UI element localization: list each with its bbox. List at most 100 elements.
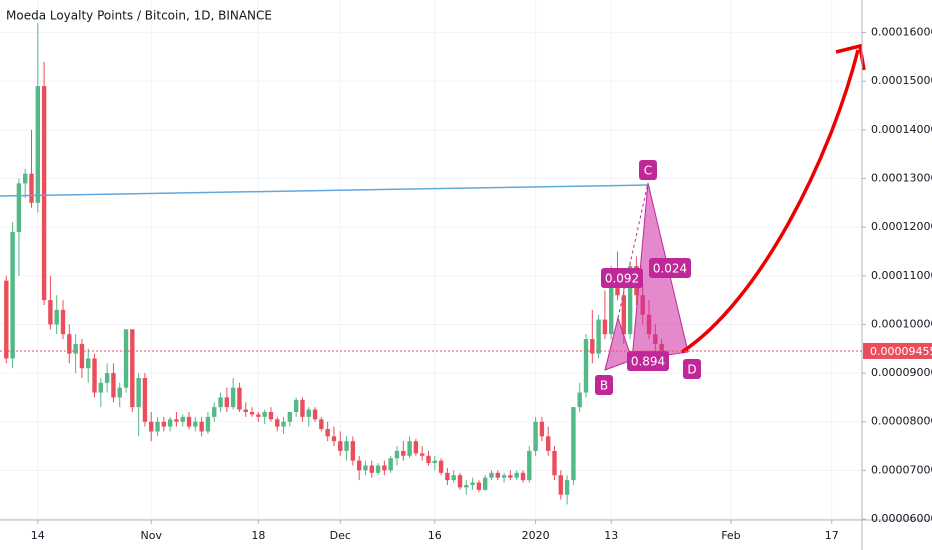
pattern-label-box — [627, 351, 669, 371]
candle-body — [48, 300, 53, 325]
pattern-labels: B C D 0.092 0.024 0.894 — [595, 160, 701, 395]
candle-body — [564, 480, 570, 495]
candle-body — [413, 441, 419, 454]
y-tick-label: 0.00012000 — [871, 220, 932, 233]
y-tick-label: 0.00016000 — [871, 26, 932, 39]
candle-body — [501, 475, 507, 478]
candle-body — [111, 373, 116, 398]
pattern-label-box — [649, 258, 691, 278]
candle-body — [23, 173, 28, 184]
candle-body — [356, 460, 362, 471]
candle-body — [375, 465, 381, 473]
candle-body — [627, 266, 633, 335]
candle-body — [621, 295, 627, 335]
candle-body — [508, 475, 513, 478]
candle-body — [262, 412, 267, 417]
candle-body — [338, 441, 343, 451]
candle-body — [218, 397, 223, 408]
candle-body — [583, 339, 589, 393]
candle-body — [457, 475, 463, 488]
candle-body — [98, 382, 104, 393]
candle-body — [243, 409, 248, 413]
candle-body — [451, 475, 456, 481]
candle-body — [174, 419, 179, 422]
candle-body — [67, 334, 72, 354]
candle-body — [136, 377, 141, 408]
candle-body — [514, 472, 519, 478]
candle-body — [350, 441, 356, 461]
candle-body — [445, 472, 450, 481]
candle-body — [527, 450, 532, 481]
candle-body — [130, 329, 135, 408]
forecast-arrow — [681, 49, 860, 354]
candle-body — [142, 377, 148, 422]
candle-body — [489, 472, 494, 478]
candles — [4, 22, 664, 505]
pattern-line — [604, 359, 633, 371]
candle-body — [325, 429, 330, 437]
candle-body — [287, 412, 293, 422]
candle-body — [29, 173, 34, 203]
candle-body — [161, 421, 167, 427]
x-tick-label: Feb — [721, 529, 740, 542]
y-tick-label: 0.00009000 — [871, 366, 932, 379]
pattern-line — [617, 182, 649, 319]
candle-body — [596, 319, 601, 354]
candle-body — [60, 309, 66, 335]
candle-body — [149, 421, 154, 432]
y-tick-label: 0.00015000 — [871, 74, 932, 87]
forecast-arrowhead — [835, 43, 866, 71]
candle-body — [432, 460, 437, 464]
candle-body — [495, 472, 500, 478]
chart-title: Moeda Loyalty Points / Bitcoin, 1D, BINA… — [6, 9, 272, 23]
candle-body — [16, 183, 22, 233]
y-tick-label: 0.00014000 — [871, 123, 932, 136]
x-tick-label: 2020 — [522, 529, 550, 542]
candle-body — [205, 416, 211, 432]
candle-body — [552, 450, 557, 476]
candle-body — [520, 472, 526, 481]
candle-body — [438, 460, 444, 473]
candle-body — [401, 450, 406, 456]
y-tick-label: 0.00010000 — [871, 317, 932, 330]
pattern-label: 0.894 — [631, 355, 665, 369]
pattern-label: B — [600, 379, 608, 393]
candle-body — [306, 409, 311, 417]
candle-body — [281, 421, 286, 427]
candle-body — [54, 309, 59, 325]
candle-body — [426, 455, 431, 464]
candle-body — [558, 475, 564, 495]
candle-body — [186, 416, 192, 427]
candle-body — [275, 419, 280, 427]
pattern-label: C — [644, 164, 652, 178]
candle-body — [609, 275, 614, 335]
last-price-label: 0.00009455 — [870, 345, 932, 358]
candle-body — [577, 392, 582, 408]
y-tick-label: 0.00013000 — [871, 172, 932, 185]
x-tick-label: 13 — [604, 529, 618, 542]
candle-body — [394, 450, 400, 459]
y-tick-label: 0.00007000 — [871, 463, 932, 476]
x-tick-label: 18 — [251, 529, 265, 542]
y-tick-label: 0.00006000 — [871, 512, 932, 525]
candle-body — [167, 419, 173, 427]
pattern-label-box — [683, 359, 701, 379]
candle-body — [464, 484, 469, 488]
candle-body — [344, 441, 349, 451]
candle-body — [230, 387, 236, 408]
candle-body — [4, 280, 9, 359]
candle-body — [79, 343, 85, 369]
candle-body — [388, 458, 393, 471]
candle-body — [590, 339, 595, 354]
candle-body — [407, 441, 412, 456]
candle-body — [268, 412, 274, 420]
trend-line — [0, 184, 649, 197]
x-tick-label: Nov — [140, 529, 162, 542]
pattern-label: 0.092 — [605, 272, 639, 286]
candle-body — [249, 412, 255, 415]
candle-body — [73, 343, 78, 354]
candle-body — [104, 373, 110, 383]
candle-body — [419, 453, 425, 456]
